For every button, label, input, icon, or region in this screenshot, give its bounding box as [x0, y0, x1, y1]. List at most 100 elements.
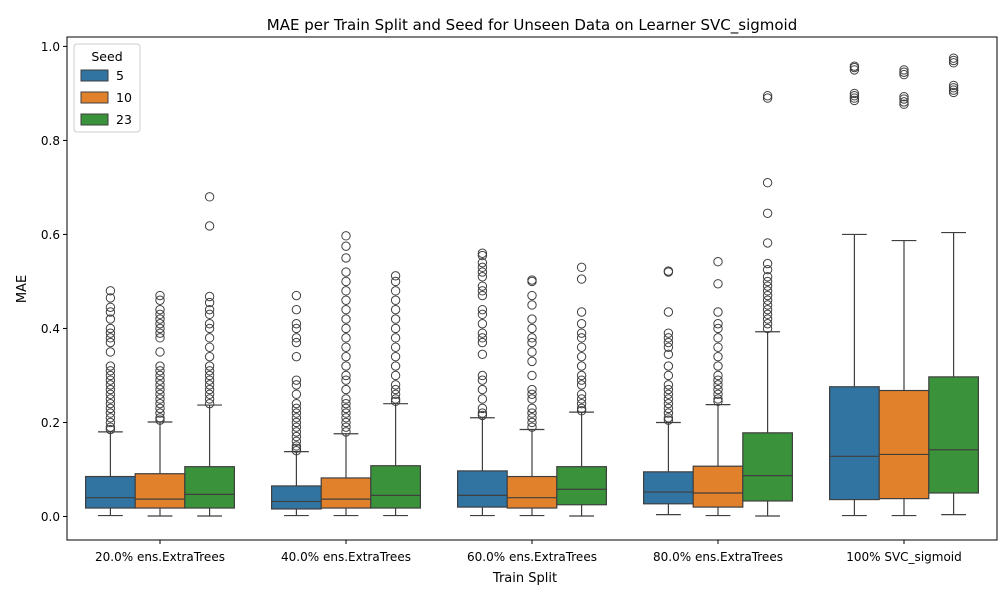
box: [320, 477, 372, 509]
box-group: [506, 275, 558, 517]
outlier-point: [899, 67, 909, 77]
outlier-point: [204, 323, 215, 334]
outlier-point: [341, 398, 351, 409]
outlier-point: [291, 380, 302, 390]
outlier-point: [849, 65, 860, 75]
outlier-point: [105, 413, 116, 423]
y-tick-label: 1.0: [41, 40, 60, 54]
outlier-point: [291, 337, 302, 348]
outlier-point: [105, 323, 116, 334]
legend-entry: 23: [116, 112, 132, 127]
outlier-point: [713, 319, 723, 329]
outlier-point: [390, 384, 401, 395]
outlier-point: [291, 427, 302, 437]
outlier-point: [663, 389, 674, 399]
outlier-point: [713, 396, 723, 407]
outlier-point: [899, 69, 909, 80]
outlier-point: [762, 286, 773, 296]
outlier-point: [477, 328, 488, 338]
box: [184, 466, 236, 509]
outlier-point: [155, 375, 165, 385]
outlier-point: [663, 328, 674, 338]
outlier-point: [477, 262, 488, 273]
outlier-point: [576, 351, 587, 362]
outlier-point: [713, 394, 723, 404]
outlier-point: [948, 80, 959, 91]
legend-entry: 5: [116, 68, 124, 83]
outlier-point: [948, 83, 959, 93]
outlier-point: [341, 375, 351, 385]
outlier-point: [341, 304, 351, 315]
outlier-point: [762, 290, 773, 301]
box: [271, 485, 322, 510]
outlier-point: [477, 319, 488, 329]
outlier-point: [899, 92, 909, 102]
box: [878, 389, 930, 500]
outlier-point: [477, 272, 488, 282]
outlier-point: [204, 380, 215, 390]
box-group: [184, 192, 236, 517]
outlier-point: [341, 323, 351, 334]
box-group: [928, 53, 979, 516]
outlier-point: [663, 307, 674, 317]
outlier-point: [105, 361, 116, 371]
outlier-point: [291, 403, 302, 414]
outlier-point: [390, 295, 401, 305]
outlier-point: [849, 91, 860, 101]
outlier-point: [390, 396, 401, 407]
box: [556, 466, 607, 506]
outlier-point: [527, 347, 537, 357]
outlier-point: [204, 309, 215, 320]
outlier-point: [155, 314, 165, 324]
x-tick-label: 60.0% ens.ExtraTrees: [467, 550, 597, 564]
outlier-point: [713, 351, 723, 362]
outlier-point: [204, 375, 215, 385]
outlier-point: [204, 366, 215, 376]
outlier-point: [341, 408, 351, 418]
outlier-point: [527, 417, 537, 428]
outlier-point: [762, 295, 773, 305]
outlier-point: [291, 398, 302, 409]
outlier-point: [576, 370, 587, 381]
outlier-point: [713, 380, 723, 390]
outlier-point: [477, 248, 488, 258]
outlier-point: [155, 290, 165, 301]
outlier-point: [105, 370, 116, 381]
outlier-point: [390, 333, 401, 343]
outlier-point: [576, 342, 587, 352]
outlier-point: [291, 436, 302, 446]
outlier-point: [663, 337, 674, 348]
outlier-point: [899, 99, 909, 109]
outlier-point: [105, 408, 116, 418]
outlier-point: [899, 94, 909, 104]
outlier-point: [663, 349, 674, 360]
outlier-point: [155, 398, 165, 409]
outlier-point: [527, 384, 537, 395]
legend-swatch: [80, 69, 109, 82]
outlier-point: [204, 333, 215, 343]
outlier-point: [948, 58, 959, 68]
outlier-point: [204, 342, 215, 352]
outlier-point: [155, 361, 165, 371]
outlier-point: [948, 85, 959, 95]
outlier-point: [713, 370, 723, 381]
outlier-point: [105, 417, 116, 428]
outlier-point: [477, 408, 488, 418]
box: [692, 465, 744, 508]
box-group: [642, 266, 694, 516]
outlier-point: [477, 403, 488, 414]
outlier-point: [204, 192, 215, 202]
outlier-point: [341, 267, 351, 277]
outlier-point: [762, 300, 773, 310]
outlier-point: [155, 295, 165, 305]
outlier-point: [204, 398, 215, 409]
outlier-point: [477, 375, 488, 385]
outlier-point: [762, 178, 773, 188]
outlier-point: [576, 403, 587, 414]
outlier-point: [390, 276, 401, 287]
outlier-point: [291, 413, 302, 423]
legend-swatch: [80, 113, 109, 126]
outlier-point: [105, 389, 116, 399]
outlier-point: [527, 413, 537, 423]
outlier-point: [849, 61, 860, 71]
